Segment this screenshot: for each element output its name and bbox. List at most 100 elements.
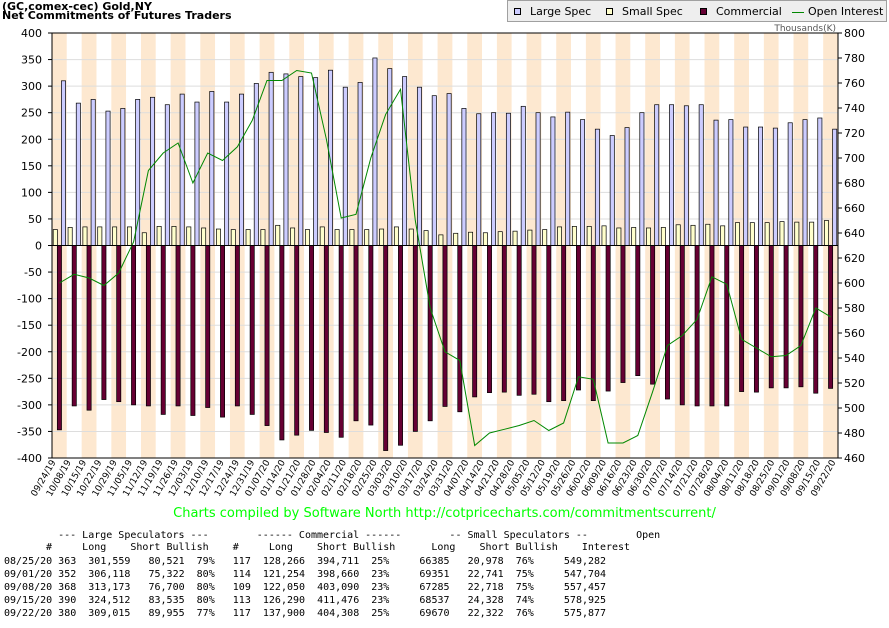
bar-large-spec <box>461 108 467 246</box>
bar-small-spec <box>230 229 236 246</box>
bar-large-spec <box>580 119 586 246</box>
bar-commercial <box>516 245 522 396</box>
y-right-tick-label: 780 <box>844 52 865 65</box>
bar-commercial <box>145 245 151 407</box>
y-left-tick-label: -50 <box>24 266 42 279</box>
table-row: 08/25/20 363 301,559 80,521 79% 117 128,… <box>4 556 607 567</box>
bar-large-spec <box>328 69 333 246</box>
y-right-tick-label: 660 <box>844 202 865 215</box>
table-row: 09/22/20 380 309,015 89,955 77% 117 137,… <box>4 608 607 619</box>
bar-large-spec <box>150 96 155 246</box>
y-right-tick-label: 460 <box>844 452 865 465</box>
bar-small-spec <box>571 226 577 246</box>
bar-commercial <box>323 245 329 433</box>
bar-small-spec <box>749 222 755 246</box>
y-left-tick-label: -350 <box>17 425 42 438</box>
bar-small-spec <box>423 230 429 246</box>
legend-swatch-commercial <box>700 8 707 15</box>
y-right-tick-label: 700 <box>844 152 865 165</box>
y-left-tick-label: -150 <box>17 319 42 332</box>
bar-small-spec <box>349 229 355 246</box>
bar-small-spec <box>319 226 325 246</box>
bar-large-spec <box>817 117 823 246</box>
bar-small-spec <box>735 222 740 246</box>
bar-commercial <box>427 245 433 422</box>
bar-small-spec <box>764 222 770 246</box>
bar-commercial <box>353 245 359 422</box>
bar-small-spec <box>809 221 815 246</box>
bar-commercial <box>472 245 478 398</box>
legend-label-open-interest: Open Interest <box>808 5 884 18</box>
table-row: 09/08/20 368 313,173 76,700 80% 109 122,… <box>4 582 607 593</box>
chart-title-symbol: (GC,comex-cec) Gold,NY <box>2 0 152 13</box>
legend-label-large-spec: Large Spec <box>530 5 592 18</box>
bar-small-spec <box>379 228 385 246</box>
bar-large-spec <box>550 116 556 246</box>
bar-commercial <box>487 245 492 394</box>
bar-small-spec <box>586 226 592 246</box>
legend: Large Spec Small Spec Commercial Open In… <box>507 0 887 22</box>
cot-table: --- Large Speculators --- ------ Commerc… <box>0 0 660 619</box>
bar-large-spec <box>298 76 304 246</box>
bar-commercial <box>783 245 789 389</box>
y-left-tick-label: 250 <box>21 107 42 120</box>
bar-commercial <box>665 245 670 400</box>
bar-commercial <box>590 245 596 401</box>
bar-large-spec <box>61 80 66 246</box>
bar-small-spec <box>438 234 444 246</box>
bar-commercial <box>813 245 819 394</box>
legend-swatch-large-spec <box>514 8 521 15</box>
bar-commercial <box>338 245 344 438</box>
bar-commercial <box>546 245 552 403</box>
y-left-tick-label: 200 <box>21 133 42 146</box>
chart-title: Net Commitments of Futures Traders <box>2 9 232 22</box>
bar-commercial <box>768 245 774 389</box>
bar-large-spec <box>283 73 289 246</box>
bar-commercial <box>86 245 92 411</box>
bar-large-spec <box>164 104 170 246</box>
y-right-tick-label: 500 <box>844 402 865 415</box>
bar-large-spec <box>253 83 259 246</box>
bar-small-spec <box>304 229 310 246</box>
bar-large-spec <box>75 102 81 246</box>
bar-large-spec <box>416 86 422 246</box>
bar-large-spec <box>535 112 541 246</box>
bar-small-spec <box>112 226 118 246</box>
bar-large-spec <box>342 86 348 246</box>
bar-small-spec <box>720 225 726 246</box>
bar-commercial <box>190 245 196 416</box>
y-left-tick-label: -300 <box>17 399 42 412</box>
y-left-tick-label: -250 <box>17 372 42 385</box>
bar-commercial <box>383 245 389 451</box>
bar-large-spec <box>713 119 719 246</box>
bar-small-spec <box>601 225 607 246</box>
bar-large-spec <box>802 119 808 246</box>
bar-large-spec <box>743 126 749 246</box>
bar-small-spec <box>824 220 829 246</box>
bar-small-spec <box>794 221 800 246</box>
y-right-tick-label: 560 <box>844 327 865 340</box>
bar-large-spec <box>639 112 645 246</box>
bar-small-spec <box>82 226 88 246</box>
bar-large-spec <box>239 93 244 246</box>
bar-commercial <box>739 245 745 392</box>
bar-small-spec <box>557 226 562 246</box>
y-right-tick-label: 580 <box>844 302 865 315</box>
bar-small-spec <box>675 224 681 246</box>
bar-large-spec <box>609 135 615 246</box>
y-left-tick-label: 50 <box>28 213 42 226</box>
bar-large-spec <box>520 105 526 246</box>
table-row: 09/01/20 352 306,118 75,322 80% 114 121,… <box>4 569 607 580</box>
bar-commercial <box>635 245 641 377</box>
bar-small-spec <box>334 229 340 246</box>
bar-large-spec <box>357 82 363 246</box>
bar-commercial <box>501 245 507 393</box>
bar-small-spec <box>245 229 251 246</box>
bar-small-spec <box>453 232 459 246</box>
bar-large-spec <box>772 127 778 246</box>
bar-small-spec <box>482 232 488 246</box>
bar-large-spec <box>683 105 689 246</box>
bar-commercial <box>160 245 166 415</box>
y-right-tick-label: 800 <box>844 27 865 40</box>
bar-small-spec <box>468 231 474 246</box>
